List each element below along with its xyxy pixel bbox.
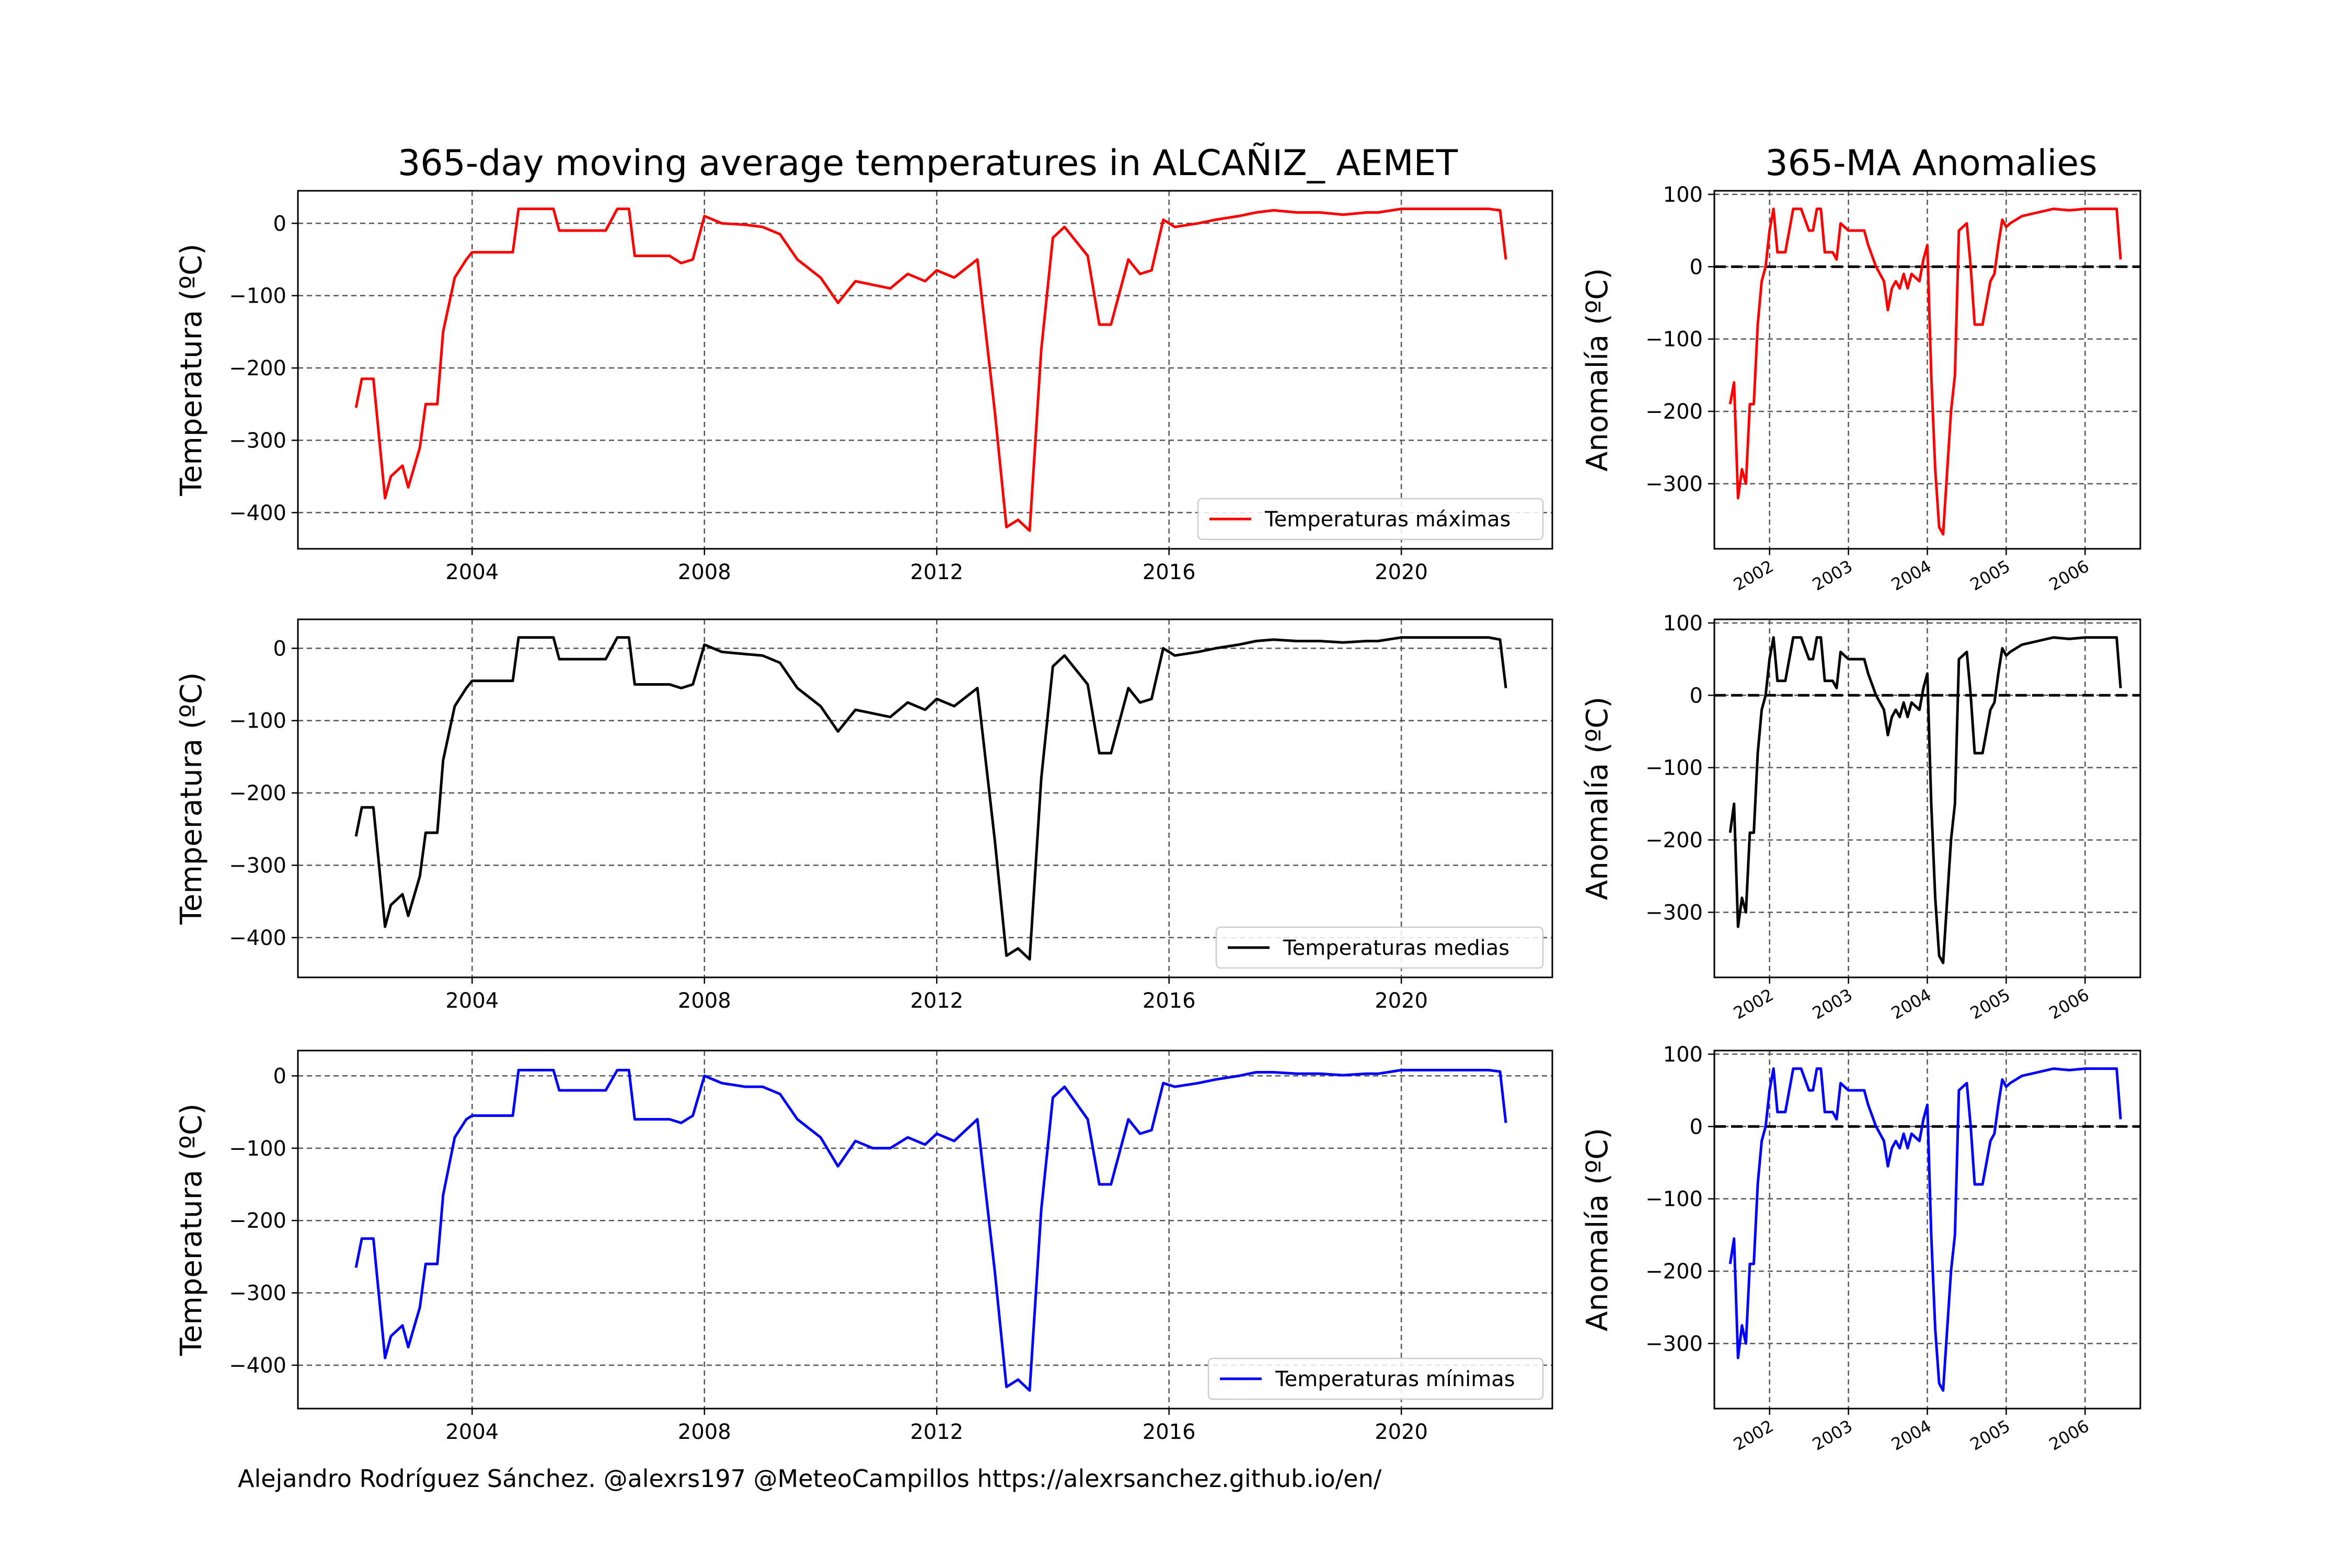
- x-tick-label: 2016: [1143, 1420, 1196, 1444]
- x-tick-label: 2006: [2046, 1416, 2093, 1455]
- y-tick-label: −200: [1645, 400, 1703, 424]
- legend-label: Temperaturas mínimas: [1275, 1367, 1515, 1391]
- y-tick-label: 0: [1690, 255, 1703, 279]
- y-tick-label: −100: [229, 709, 286, 733]
- x-tick-label: 2004: [445, 989, 499, 1013]
- y-tick-label: −200: [229, 781, 286, 805]
- series-line: [1728, 636, 2122, 964]
- axes-frame: [1713, 190, 2141, 550]
- y-tick-label: −100: [1645, 328, 1703, 352]
- y-tick-label: 0: [1690, 1115, 1703, 1139]
- y-tick-label: −300: [1645, 901, 1703, 925]
- x-tick-label: 2005: [1967, 556, 2014, 595]
- legend-label: Temperaturas medias: [1283, 936, 1509, 960]
- axes-frame: [297, 190, 1553, 550]
- y-tick-label: 100: [1663, 183, 1703, 207]
- x-tick-label: 2020: [1375, 989, 1428, 1013]
- y-tick-label: −100: [229, 1137, 286, 1161]
- y-tick-label: 0: [273, 1064, 286, 1088]
- series-line: [354, 636, 1507, 961]
- axes-frame: [297, 1050, 1553, 1410]
- x-tick-label: 2016: [1143, 560, 1196, 584]
- y-tick-label: −300: [1645, 472, 1703, 496]
- x-tick-label: 2020: [1375, 1420, 1428, 1444]
- y-tick-label: −200: [229, 356, 286, 381]
- x-tick-label: 2004: [1888, 556, 1935, 595]
- legend-label: Temperaturas máximas: [1264, 508, 1511, 532]
- footer-credit: Alejandro Rodríguez Sánchez. @alexrs197 …: [238, 1465, 1382, 1493]
- y-tick-label: −200: [229, 1209, 286, 1233]
- y-axis-label: Temperatura (ºC): [175, 1103, 209, 1356]
- x-tick-label: 2002: [1730, 985, 1777, 1023]
- chart-panel-1: 2004 2008 2012 2016 2020 0 −100 −200 −300 −400 Tem…: [175, 190, 1553, 584]
- y-axis-label: Anomalía (ºC): [1581, 268, 1615, 471]
- chart-panel-2: 2004 2008 2012 2016 2020 0 −100 −200 −300 −400 Tem…: [175, 618, 1553, 1013]
- legend: Temperaturas máximas: [1197, 498, 1544, 540]
- y-tick-label: 0: [273, 212, 286, 236]
- x-tick-label: 2006: [2046, 556, 2093, 595]
- y-tick-label: −100: [1645, 756, 1703, 780]
- y-tick-label: −100: [229, 284, 286, 308]
- y-axis-label: Temperatura (ºC): [175, 244, 209, 497]
- chart-panel-6: 2002 2003 2004 2005 2006 100 0 −100 −200 −300 Anom…: [1581, 1043, 2141, 1455]
- x-tick-label: 2003: [1809, 985, 1856, 1023]
- x-tick-label: 2016: [1143, 989, 1196, 1013]
- x-tick-label: 2003: [1809, 556, 1856, 595]
- y-tick-label: 0: [1690, 684, 1703, 708]
- axes-frame: [297, 618, 1553, 978]
- x-tick-label: 2002: [1730, 556, 1777, 595]
- x-tick-label: 2008: [678, 1420, 731, 1444]
- chart-panel-5: 2002 2003 2004 2005 2006 100 0 −100 −200 −300 Anom…: [1581, 612, 2141, 1023]
- y-tick-label: −300: [229, 854, 286, 878]
- y-tick-label: 0: [273, 637, 286, 661]
- x-tick-label: 2005: [1967, 1416, 2014, 1455]
- x-tick-label: 2006: [2046, 985, 2093, 1023]
- y-tick-label: −300: [229, 429, 286, 453]
- series-line: [354, 207, 1507, 532]
- x-tick-label: 2004: [1888, 1416, 1935, 1455]
- y-tick-label: 100: [1663, 612, 1703, 636]
- x-tick-label: 2004: [445, 1420, 499, 1444]
- legend-box: [1197, 498, 1544, 540]
- y-axis-label: Anomalía (ºC): [1581, 1128, 1615, 1331]
- x-tick-label: 2004: [445, 560, 499, 584]
- legend: Temperaturas medias: [1215, 926, 1544, 969]
- figure-title: 365-day moving average temperatures in A…: [398, 142, 1458, 184]
- x-tick-label: 2002: [1730, 1416, 1777, 1455]
- legend: Temperaturas mínimas: [1207, 1357, 1544, 1400]
- series-line: [354, 1068, 1507, 1392]
- chart-panel-3: 2004 2008 2012 2016 2020 0 −100 −200 −300 −400 Tem…: [175, 1050, 1553, 1444]
- x-tick-label: 2008: [678, 560, 731, 584]
- y-tick-label: −100: [1645, 1187, 1703, 1212]
- x-tick-label: 2003: [1809, 1416, 1856, 1455]
- anomaly-title: 365-MA Anomalies: [1765, 143, 2097, 184]
- legend-box: [1215, 926, 1544, 969]
- y-tick-label: −400: [229, 501, 286, 525]
- y-tick-label: −200: [1645, 828, 1703, 852]
- axes-frame: [1713, 618, 2141, 978]
- y-tick-label: 100: [1663, 1043, 1703, 1067]
- x-tick-label: 2020: [1375, 560, 1428, 584]
- y-tick-label: −400: [229, 926, 286, 950]
- chart-panels: 2004 2008 2012 2016 2020 0 −100 −200 −300 −400 Tem…: [175, 183, 2141, 1455]
- series-line: [1728, 1067, 2122, 1392]
- x-tick-label: 2004: [1888, 985, 1935, 1023]
- y-tick-label: −300: [229, 1282, 286, 1306]
- x-tick-label: 2005: [1967, 985, 2014, 1023]
- legend-box: [1207, 1357, 1544, 1400]
- y-tick-label: −300: [1645, 1332, 1703, 1356]
- y-tick-label: −400: [229, 1354, 286, 1378]
- y-tick-label: −200: [1645, 1260, 1703, 1284]
- chart-panel-4: 2002 2003 2004 2005 2006 100 0 −100 −200 −300 Anom…: [1581, 183, 2141, 595]
- x-tick-label: 2012: [910, 1420, 963, 1444]
- y-axis-label: Anomalía (ºC): [1581, 697, 1615, 900]
- axes-frame: [1713, 1050, 2141, 1410]
- x-tick-label: 2012: [910, 560, 963, 584]
- x-tick-label: 2012: [910, 989, 963, 1013]
- y-axis-label: Temperatura (ºC): [175, 672, 209, 925]
- x-tick-label: 2008: [678, 989, 731, 1013]
- series-line: [1728, 207, 2122, 536]
